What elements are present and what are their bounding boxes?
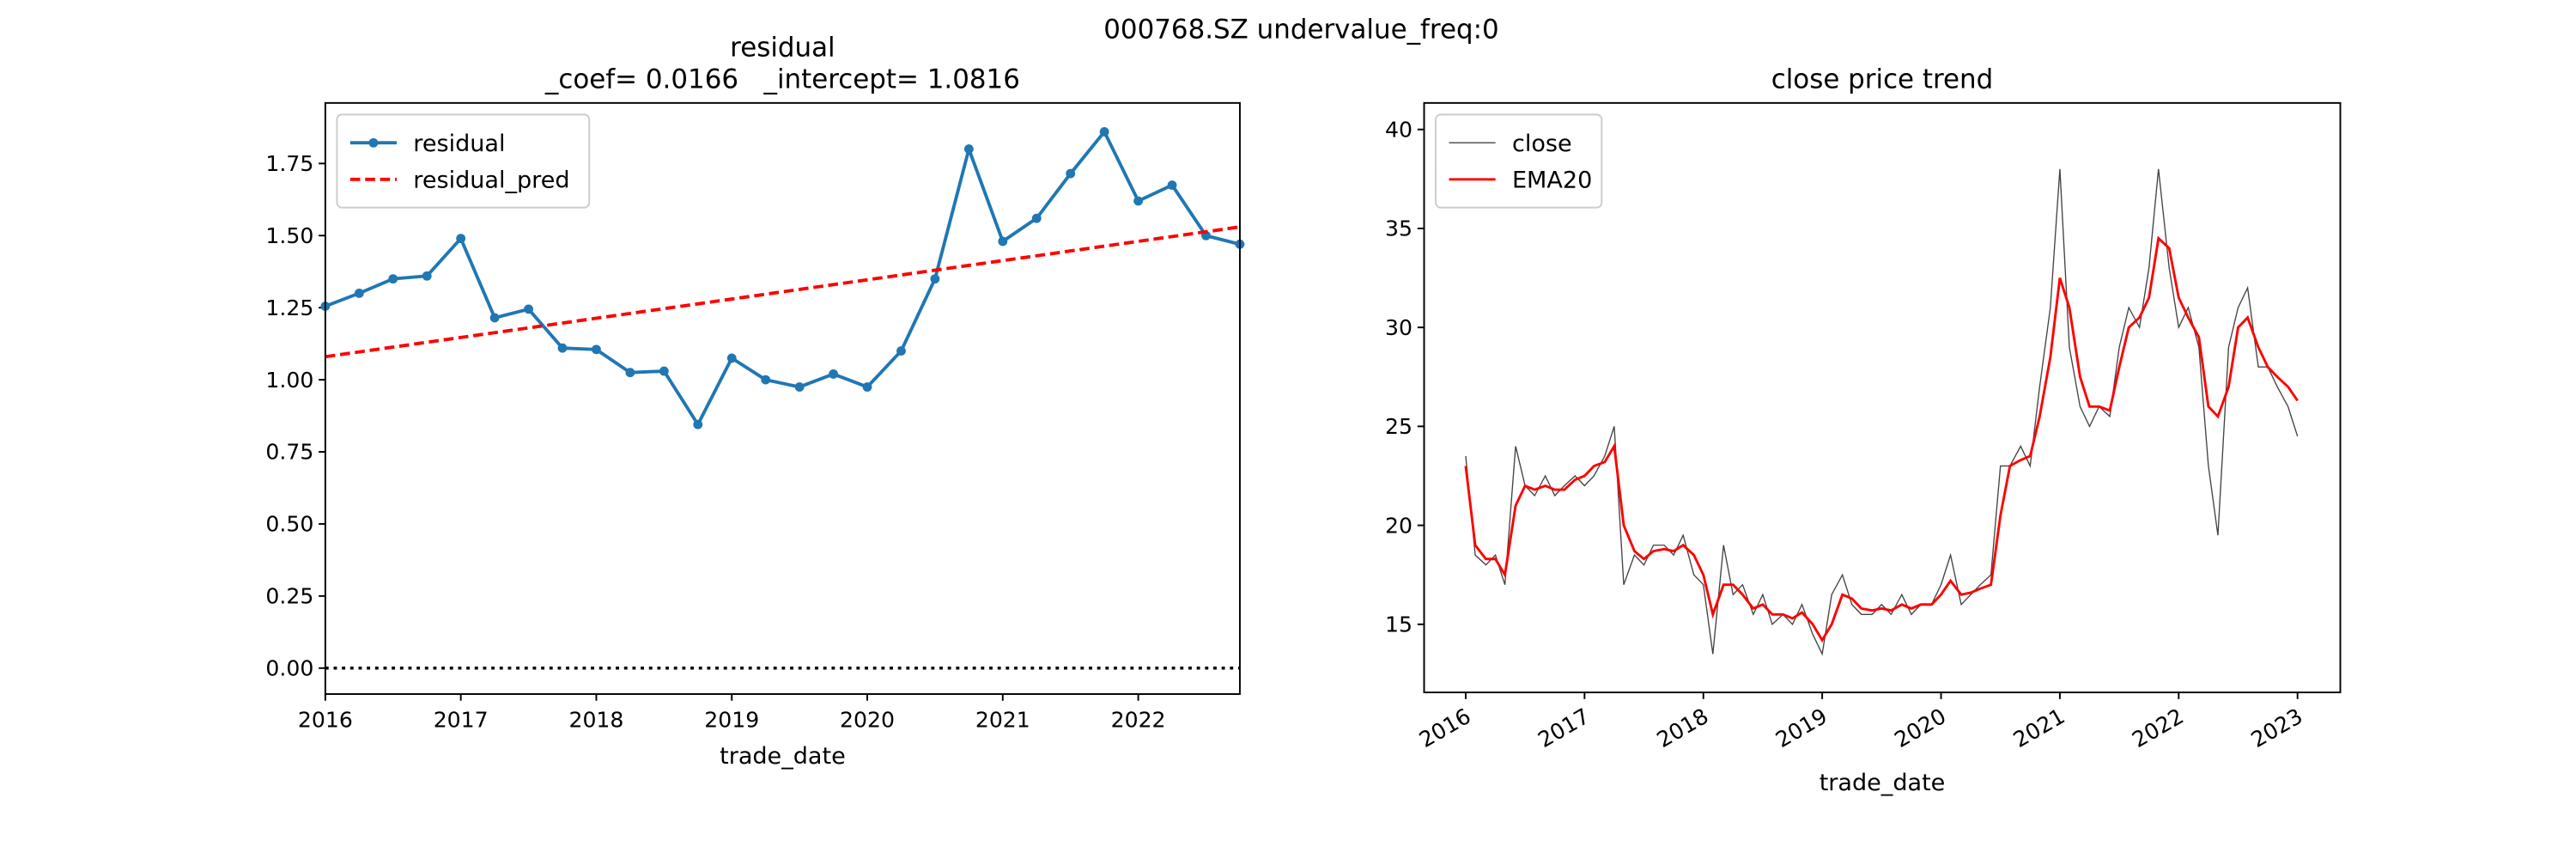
y-tick-label: 25 (1385, 414, 1413, 439)
data-point (625, 368, 635, 378)
x-tick-label: 2019 (704, 708, 759, 733)
y-tick-label: 1.75 (265, 151, 313, 176)
series-line (1465, 168, 2299, 656)
data-point (998, 236, 1008, 247)
data-point (963, 144, 974, 154)
data-point (456, 234, 466, 244)
y-tick-label: 1.25 (265, 295, 313, 320)
y-tick-label: 0.25 (265, 584, 313, 609)
x-tick-label: 2020 (840, 708, 895, 733)
data-point (761, 375, 771, 385)
data-point (557, 343, 568, 353)
y-tick-label: 20 (1385, 513, 1413, 538)
data-point (693, 419, 703, 430)
series-line (1464, 235, 2299, 643)
axes-frame (1423, 101, 2342, 694)
x-tick-label: 2016 (298, 708, 353, 733)
chart-subtitle: _coef= 0.0166 _intercept= 1.0816 (544, 64, 1020, 94)
data-point (1066, 168, 1076, 179)
y-tick-label: 0.75 (265, 440, 313, 465)
x-axis-label: trade_date (1820, 770, 1946, 796)
x-tick-label: 2017 (434, 708, 489, 733)
legend-label: EMA20 (1512, 167, 1592, 193)
y-tick-label: 30 (1385, 315, 1413, 340)
series-line (325, 225, 1240, 359)
data-point (354, 288, 364, 298)
data-point (592, 344, 601, 355)
data-point (1099, 127, 1109, 137)
axes-frame (324, 101, 1241, 695)
y-tick-label: 1.00 (265, 368, 313, 393)
figure-title: 000768.SZ undervalue_freq:0 (1103, 14, 1498, 45)
chart-title: residual (730, 33, 835, 64)
legend-box (1435, 113, 1603, 209)
x-tick-label: 2018 (568, 708, 623, 733)
chart-title: close price trend (1771, 64, 1994, 94)
data-point (794, 382, 805, 392)
data-point (896, 346, 906, 356)
x-axis-label: trade_date (720, 743, 846, 770)
x-tick-label: 2022 (1111, 708, 1166, 733)
data-point (1133, 196, 1144, 206)
legend-box (336, 113, 591, 209)
y-tick-label: 15 (1385, 612, 1413, 637)
y-tick-label: 0.50 (265, 512, 313, 537)
y-tick-label: 40 (1385, 117, 1413, 142)
legend-label: residual (413, 131, 505, 157)
y-tick-label: 1.50 (265, 223, 313, 248)
data-point (489, 313, 500, 323)
data-point (524, 304, 533, 314)
data-point (829, 369, 838, 379)
series-line (325, 128, 1240, 429)
data-point (862, 382, 872, 392)
data-point (1031, 213, 1042, 223)
data-point (388, 274, 398, 284)
legend-label: close (1512, 131, 1572, 157)
data-point (930, 274, 940, 284)
legend-label: residual_pred (413, 167, 569, 193)
data-point (726, 353, 737, 363)
data-point (422, 271, 432, 281)
y-tick-label: 35 (1385, 216, 1413, 241)
y-tick-label: 0.00 (265, 655, 313, 680)
data-point (659, 366, 669, 376)
data-point (1167, 180, 1177, 190)
legend-marker (368, 137, 379, 148)
x-tick-label: 2021 (975, 708, 1030, 733)
